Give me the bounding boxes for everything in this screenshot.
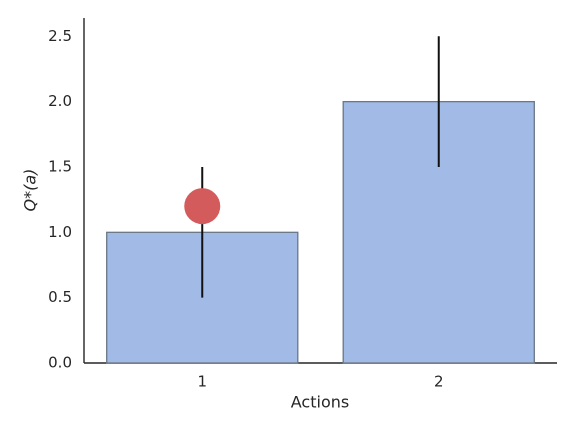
x-axis-label: Actions: [291, 393, 349, 412]
point: [184, 188, 221, 225]
y-axis-label: Q*(a): [21, 169, 40, 212]
y-tick-label: 1.5: [48, 157, 72, 175]
y-tick-label: 2.5: [48, 27, 72, 45]
x-tick-label: 1: [197, 373, 207, 391]
y-tick-label: 1.0: [48, 223, 72, 241]
y-tick-label: 0.5: [48, 288, 72, 306]
x-tick-label: 2: [434, 373, 444, 391]
y-tick-label: 0.0: [48, 354, 72, 372]
y-tick-label: 2.0: [48, 92, 72, 110]
